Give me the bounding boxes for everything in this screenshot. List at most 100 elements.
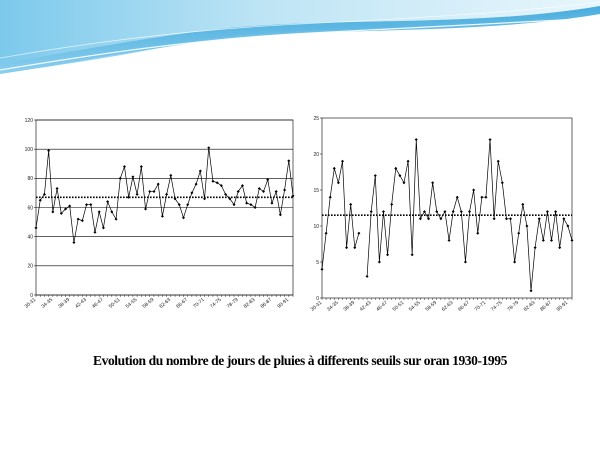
data-point [139, 165, 143, 169]
data-point [517, 231, 521, 235]
data-point [418, 217, 422, 221]
data-point [97, 210, 101, 214]
series-line [35, 147, 294, 243]
y-tick-label: 20 [27, 264, 33, 270]
data-point [291, 194, 295, 198]
data-point [513, 260, 517, 264]
data-point [468, 210, 472, 214]
data-point [270, 201, 274, 205]
data-point [500, 181, 504, 185]
data-point [336, 181, 340, 185]
data-point [278, 213, 282, 217]
data-point [148, 189, 152, 193]
data-point [353, 246, 357, 250]
x-tick-label: 46-47 [375, 300, 389, 313]
data-point [340, 159, 344, 163]
data-point [42, 192, 46, 196]
data-point [476, 231, 480, 235]
data-point [562, 217, 566, 221]
x-tick-label: 82-83 [523, 300, 537, 313]
data-point [76, 217, 80, 221]
data-point [504, 217, 508, 221]
data-point [55, 187, 59, 191]
data-point [390, 202, 394, 206]
x-tick-label: 70-71 [192, 297, 206, 310]
data-point [249, 203, 253, 207]
data-point [245, 201, 249, 205]
data-point [550, 238, 554, 242]
data-point [194, 182, 198, 186]
data-point [101, 226, 105, 230]
data-point [274, 189, 278, 193]
y-tick-label: 100 [25, 147, 34, 153]
data-point [463, 260, 467, 264]
x-tick-label: 42-43 [359, 300, 373, 313]
data-point [394, 166, 398, 170]
data-point [215, 181, 219, 185]
y-tick-label: 60 [27, 205, 33, 211]
data-point [570, 238, 574, 242]
data-point [224, 192, 228, 196]
data-point [459, 210, 463, 214]
x-tick-label: 30-31 [24, 297, 38, 310]
data-point [207, 146, 211, 150]
data-point [488, 138, 492, 142]
data-point [169, 173, 173, 177]
data-point [198, 169, 202, 173]
header-wave-banner [0, 0, 600, 74]
data-point [110, 210, 114, 214]
y-tick-label: 120 [25, 118, 34, 124]
data-point [85, 203, 89, 207]
x-tick-label: 62-63 [158, 297, 172, 310]
x-tick-label: 50-51 [108, 297, 122, 310]
data-point [369, 210, 373, 214]
data-point [287, 159, 291, 163]
y-tick-label: 40 [27, 234, 33, 240]
data-point [447, 238, 451, 242]
data-point [177, 203, 181, 207]
data-point [496, 159, 500, 163]
x-tick-label: 90-91 [276, 297, 290, 310]
data-point [320, 267, 324, 271]
data-point [529, 289, 533, 293]
x-tick-label: 86-87 [539, 300, 553, 313]
x-tick-label: 42-43 [74, 297, 88, 310]
x-tick-label: 34-35 [40, 297, 54, 310]
x-tick-label: 74-75 [490, 300, 504, 313]
data-point [131, 175, 135, 179]
data-point [122, 165, 126, 169]
data-point [190, 191, 194, 195]
y-tick-label: 15 [313, 188, 319, 194]
data-point [38, 198, 42, 202]
data-point [47, 149, 51, 153]
data-point [232, 203, 236, 207]
data-point [80, 219, 84, 223]
data-point [228, 197, 232, 201]
data-point [422, 210, 426, 214]
data-point [525, 224, 529, 228]
x-tick-label: 62-63 [441, 300, 455, 313]
data-point [219, 184, 223, 188]
data-point [34, 226, 38, 230]
data-point [59, 211, 63, 215]
data-point [541, 238, 545, 242]
data-point [435, 210, 439, 214]
data-point [283, 188, 287, 192]
data-point [402, 181, 406, 185]
x-tick-label: 46-47 [91, 297, 105, 310]
data-point [266, 178, 270, 182]
x-tick-label: 78-79 [226, 297, 240, 310]
data-point [480, 195, 484, 199]
data-point [414, 138, 418, 142]
x-tick-label: 66-67 [175, 297, 189, 310]
x-tick-label: 54-55 [125, 297, 139, 310]
x-tick-label: 90-91 [556, 300, 570, 313]
data-point [257, 187, 261, 191]
slide-caption: Evolution du nombre de jours de pluies à… [92, 353, 507, 368]
data-point [537, 217, 541, 221]
data-point [558, 246, 562, 250]
data-point [533, 246, 537, 250]
data-point [386, 253, 390, 257]
data-point [186, 203, 190, 207]
data-point [240, 184, 244, 188]
